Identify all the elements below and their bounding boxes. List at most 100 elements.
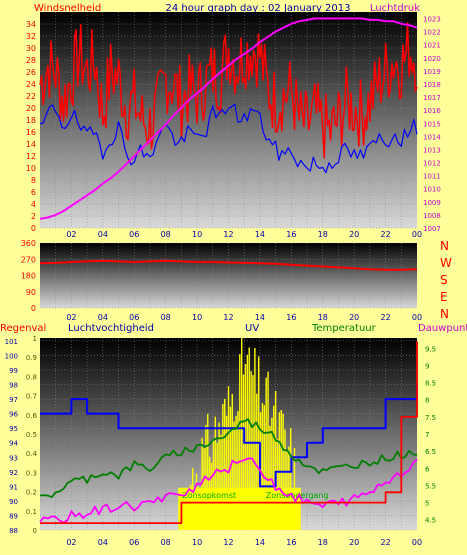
temp-tick-label: 6 — [425, 465, 430, 473]
y-right-tick-label: 1013 — [423, 146, 441, 154]
y-right-tick-label: 1010 — [423, 186, 441, 194]
rain-axis-title: Regenval — [0, 323, 46, 334]
y-tick-label: 270 — [21, 255, 36, 264]
x-tick-label: 02 — [66, 230, 76, 239]
x-tick-label: 22 — [380, 538, 390, 547]
x-tick-label: 08 — [161, 313, 171, 322]
temp-tick-label: 6.5 — [425, 448, 436, 456]
y-tick-label: 90 — [26, 288, 36, 297]
x-tick-label: 08 — [161, 230, 171, 239]
y-right-tick-label: 1011 — [423, 173, 441, 181]
temperature-axis-title: Temperatuur — [311, 323, 377, 334]
humidity-tick-label: 94 — [9, 440, 18, 448]
humidity-tick-label: 98 — [9, 382, 18, 390]
y-right-tick-label: 1021 — [423, 42, 441, 50]
x-tick-label: 18 — [318, 538, 328, 547]
temp-tick-label: 8.5 — [425, 380, 436, 388]
y-left-tick-label: 16 — [26, 128, 36, 137]
x-tick-label: 20 — [349, 230, 359, 239]
humidity-line — [40, 384, 418, 488]
y-tick-label: 360 — [21, 239, 36, 248]
x-tick-label: 22 — [380, 313, 390, 322]
x-tick-label: 14 — [255, 230, 265, 239]
y-left-tick-label: 0 — [31, 224, 36, 233]
sunset-label: Zonsondergang — [266, 491, 329, 500]
x-tick-label: 10 — [192, 230, 202, 239]
chart-marks: 0246810121416182022242628303234100710081… — [5, 12, 452, 547]
uv-tick-label: 0.2 — [26, 489, 37, 497]
compass-label: W — [440, 256, 452, 270]
x-tick-label: 12 — [223, 230, 233, 239]
y-left-tick-label: 28 — [26, 56, 36, 65]
y-right-tick-label: 1022 — [423, 29, 441, 37]
humidity-tick-label: 95 — [9, 425, 18, 433]
x-tick-label: 08 — [161, 538, 171, 547]
x-tick-label: 04 — [98, 538, 108, 547]
dewpoint-axis-title: Dauwpunt — [418, 323, 467, 334]
uv-tick-label: 0 — [33, 527, 37, 535]
uv-tick-label: 0.4 — [26, 450, 38, 458]
wind-direction-line — [39, 259, 418, 271]
compass-label: S — [440, 273, 448, 287]
x-tick-label: 06 — [129, 538, 139, 547]
temp-tick-label: 7.5 — [425, 414, 436, 422]
temp-tick-label: 8 — [425, 397, 429, 405]
y-right-tick-label: 1008 — [423, 212, 441, 220]
temp-tick-label: 5.5 — [425, 482, 436, 490]
y-left-tick-label: 30 — [26, 44, 36, 53]
x-tick-label: 18 — [318, 313, 328, 322]
uv-tick-label: 0.5 — [26, 431, 37, 439]
y-right-tick-label: 1019 — [423, 68, 441, 76]
x-tick-label: 16 — [286, 538, 296, 547]
y-left-tick-label: 4 — [31, 200, 36, 209]
uv-tick-label: 0.6 — [26, 412, 38, 420]
x-tick-label: 00 — [412, 230, 422, 239]
temp-tick-label: 9.5 — [425, 345, 436, 353]
y-right-tick-label: 1014 — [423, 133, 441, 141]
humidity-tick-label: 93 — [9, 454, 18, 462]
y-left-tick-label: 20 — [26, 104, 36, 113]
dewpoint-line — [39, 457, 418, 524]
y-left-tick-label: 12 — [26, 152, 36, 161]
temperature-line — [39, 418, 418, 499]
humidity-tick-label: 91 — [9, 483, 18, 491]
chart-title: 24 hour graph day : 02 January 2013 — [166, 3, 351, 14]
x-tick-label: 18 — [318, 230, 328, 239]
temp-tick-label: 7 — [425, 431, 429, 439]
y-right-tick-label: 1020 — [423, 55, 441, 63]
y-right-tick-label: 1015 — [423, 120, 441, 128]
x-tick-label: 14 — [255, 313, 265, 322]
uv-tick-label: 1 — [33, 335, 37, 343]
humidity-tick-label: 90 — [9, 498, 18, 506]
temp-tick-label: 4.5 — [425, 517, 436, 525]
y-right-tick-label: 1012 — [423, 160, 441, 168]
pressure-line — [39, 17, 418, 220]
y-left-tick-label: 32 — [26, 32, 36, 41]
x-tick-label: 16 — [286, 313, 296, 322]
humidity-axis-title: Luchtvochtigheid — [68, 323, 154, 334]
compass-label: E — [440, 290, 448, 304]
x-tick-label: 06 — [129, 313, 139, 322]
y-left-tick-label: 14 — [26, 140, 36, 149]
y-right-tick-label: 1016 — [423, 107, 441, 115]
uv-tick-label: 0.7 — [26, 393, 37, 401]
x-tick-label: 16 — [286, 230, 296, 239]
y-tick-label: 180 — [21, 272, 36, 281]
y-left-tick-label: 10 — [26, 164, 36, 173]
x-tick-label: 12 — [223, 538, 233, 547]
humidity-tick-label: 96 — [9, 411, 18, 419]
wind-speed-line — [39, 22, 418, 159]
y-right-tick-label: 1009 — [423, 199, 441, 207]
x-tick-label: 04 — [98, 230, 108, 239]
uv-tick-label: 0.9 — [26, 354, 37, 362]
x-tick-label: 10 — [192, 538, 202, 547]
humidity-tick-label: 88 — [9, 527, 18, 535]
compass-label: N — [440, 239, 449, 253]
rain-line — [40, 341, 418, 524]
y-left-tick-label: 8 — [31, 176, 36, 185]
uv-tick-label: 0.8 — [26, 373, 37, 381]
humidity-tick-label: 101 — [5, 338, 18, 346]
pressure-axis-title: Luchtdruk — [370, 3, 420, 14]
